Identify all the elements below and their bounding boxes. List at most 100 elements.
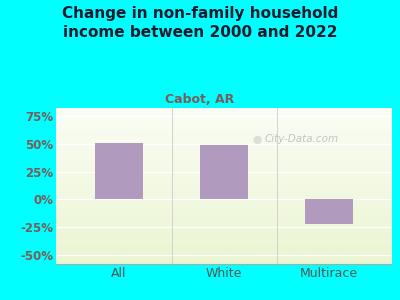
Bar bbox=[56, 113, 392, 114]
Bar bbox=[56, 124, 392, 125]
Bar bbox=[56, 238, 392, 239]
Bar bbox=[56, 142, 392, 144]
Bar bbox=[56, 163, 392, 164]
Bar bbox=[56, 167, 392, 169]
Bar bbox=[56, 194, 392, 195]
Bar bbox=[56, 178, 392, 180]
Bar bbox=[56, 181, 392, 183]
Bar bbox=[56, 208, 392, 209]
Bar bbox=[56, 183, 392, 184]
Bar bbox=[56, 152, 392, 153]
Bar bbox=[56, 230, 392, 231]
Bar bbox=[56, 245, 392, 247]
Bar bbox=[305, 200, 353, 224]
Bar bbox=[56, 192, 392, 194]
Bar bbox=[56, 156, 392, 158]
Bar bbox=[56, 241, 392, 242]
Bar bbox=[56, 200, 392, 202]
Bar bbox=[56, 199, 392, 200]
Bar bbox=[56, 166, 392, 167]
Bar bbox=[56, 161, 392, 163]
Bar bbox=[56, 248, 392, 250]
Bar bbox=[56, 116, 392, 117]
Bar bbox=[56, 172, 392, 173]
Bar bbox=[56, 117, 392, 119]
Bar bbox=[56, 205, 392, 206]
Bar bbox=[56, 228, 392, 230]
Bar bbox=[200, 145, 248, 200]
Bar bbox=[56, 155, 392, 156]
Bar bbox=[56, 169, 392, 170]
Bar bbox=[56, 209, 392, 211]
Bar bbox=[56, 202, 392, 203]
Text: Cabot, AR: Cabot, AR bbox=[165, 93, 235, 106]
Bar bbox=[56, 250, 392, 251]
Bar bbox=[56, 256, 392, 258]
Bar bbox=[56, 119, 392, 121]
Bar bbox=[56, 147, 392, 148]
Bar bbox=[56, 236, 392, 238]
Bar bbox=[56, 191, 392, 192]
Bar bbox=[56, 216, 392, 217]
Bar bbox=[56, 121, 392, 122]
Bar bbox=[56, 108, 392, 110]
Bar bbox=[95, 142, 143, 200]
Bar bbox=[56, 239, 392, 241]
Bar bbox=[56, 139, 392, 141]
Bar bbox=[56, 180, 392, 181]
Bar bbox=[56, 255, 392, 256]
Bar bbox=[56, 233, 392, 234]
Bar bbox=[56, 110, 392, 111]
Bar bbox=[56, 247, 392, 248]
Bar bbox=[56, 114, 392, 116]
Bar bbox=[56, 136, 392, 138]
Bar bbox=[56, 150, 392, 152]
Bar bbox=[56, 189, 392, 191]
Bar bbox=[56, 173, 392, 175]
Bar bbox=[56, 138, 392, 139]
Bar bbox=[56, 158, 392, 160]
Bar bbox=[56, 144, 392, 146]
Bar bbox=[56, 122, 392, 124]
Bar bbox=[56, 234, 392, 236]
Bar bbox=[56, 224, 392, 225]
Bar bbox=[56, 242, 392, 244]
Bar bbox=[56, 222, 392, 224]
Bar bbox=[56, 164, 392, 166]
Bar bbox=[56, 231, 392, 233]
Bar bbox=[56, 177, 392, 178]
Text: Change in non-family household
income between 2000 and 2022: Change in non-family household income be… bbox=[62, 6, 338, 40]
Bar bbox=[56, 203, 392, 205]
Bar bbox=[56, 226, 392, 228]
Bar bbox=[56, 219, 392, 220]
Bar bbox=[56, 175, 392, 177]
Bar bbox=[56, 261, 392, 262]
Bar bbox=[56, 212, 392, 214]
Bar bbox=[56, 127, 392, 128]
Bar bbox=[56, 259, 392, 261]
Bar bbox=[56, 214, 392, 216]
Bar bbox=[56, 148, 392, 150]
Bar bbox=[56, 131, 392, 133]
Bar bbox=[56, 253, 392, 255]
Bar bbox=[56, 160, 392, 161]
Bar bbox=[56, 130, 392, 131]
Bar bbox=[56, 184, 392, 186]
Bar bbox=[56, 206, 392, 208]
Bar bbox=[56, 220, 392, 222]
Bar bbox=[56, 225, 392, 226]
Bar bbox=[56, 186, 392, 188]
Bar bbox=[56, 195, 392, 197]
Bar bbox=[56, 251, 392, 253]
Bar bbox=[56, 146, 392, 147]
Bar bbox=[56, 170, 392, 172]
Bar bbox=[56, 134, 392, 136]
Bar bbox=[56, 258, 392, 259]
Bar bbox=[56, 244, 392, 245]
Bar bbox=[56, 153, 392, 155]
Bar bbox=[56, 141, 392, 142]
Bar bbox=[56, 211, 392, 212]
Bar bbox=[56, 217, 392, 219]
Bar bbox=[56, 125, 392, 127]
Text: ⬤: ⬤ bbox=[253, 135, 262, 144]
